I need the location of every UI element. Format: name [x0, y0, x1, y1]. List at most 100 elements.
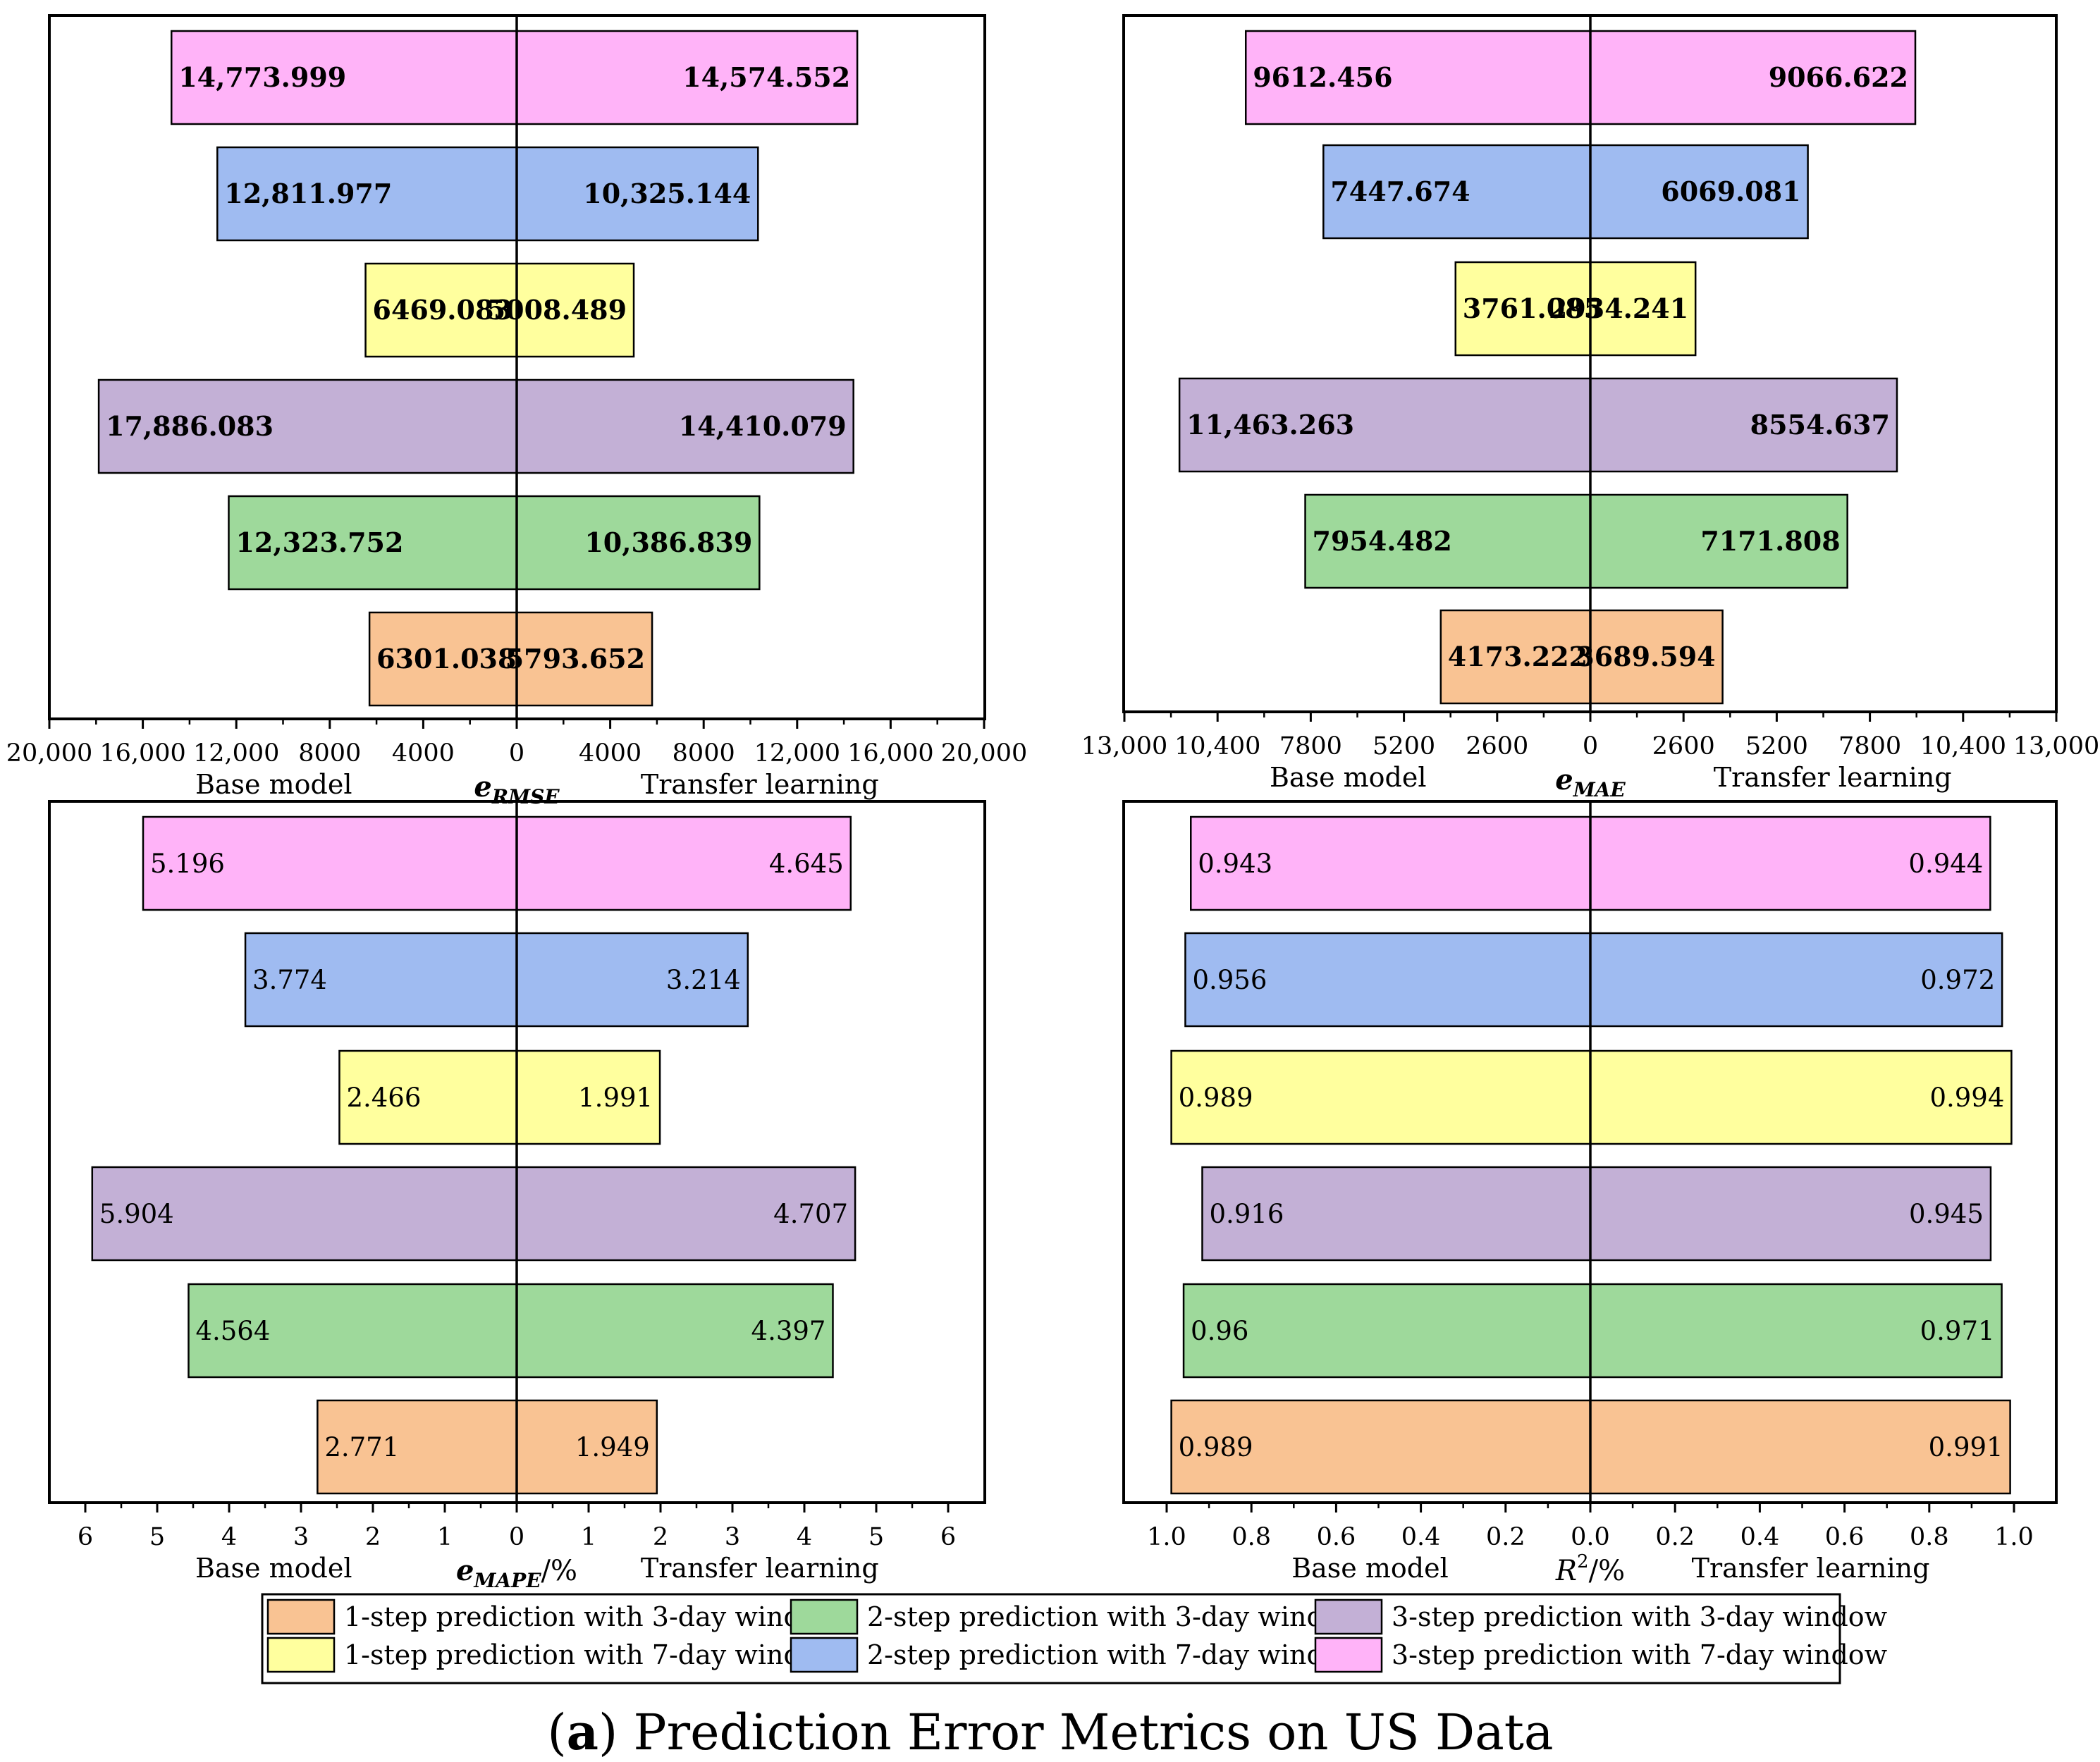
bar-transfer-1: [515, 815, 852, 911]
data-label-base-6: 4173.222: [1448, 641, 1588, 672]
bar-base-3: [364, 262, 518, 358]
data-label-base-5: 4.564: [195, 1316, 270, 1346]
chart-panel-1: 14,773.999 14,574.552 12,811.977 10,325.144…: [6, 14, 1027, 808]
bar-transfer-5: [515, 495, 761, 591]
data-label-base-6: 0.989: [1179, 1432, 1253, 1462]
x-tick-label: 8000: [673, 739, 735, 768]
data-label-base-4: 0.916: [1209, 1199, 1284, 1229]
data-label-base-6: 2.771: [324, 1432, 399, 1462]
x-tick-label: 2: [653, 1523, 668, 1551]
data-label-transfer-5: 0.971: [1920, 1316, 1995, 1346]
legend-label-4: 1-step prediction with 7-day window: [344, 1639, 840, 1670]
side-label-transfer: Transfer learning: [1714, 762, 1952, 793]
bar-base-3: [1170, 1049, 1592, 1145]
caption-text: Prediction Error Metrics on US Data: [618, 1704, 1553, 1761]
x-tick-label: 0.4: [1740, 1523, 1780, 1551]
bar-base-2: [1184, 932, 1592, 1028]
x-tick-label: 12,000: [193, 739, 279, 768]
data-label-transfer-3: 5008.489: [487, 294, 627, 326]
x-tick-label: 2600: [1466, 732, 1528, 760]
x-tick-label: 0.6: [1825, 1523, 1865, 1551]
bar-transfer-4: [1589, 377, 1898, 473]
legend-swatch-2: [790, 1598, 859, 1635]
x-tick-label: 1.0: [1994, 1523, 2034, 1551]
data-label-transfer-4: 4.707: [773, 1199, 848, 1229]
bar-base-3: [1454, 261, 1592, 357]
bar-base-3: [338, 1049, 518, 1145]
legend: 1-step prediction with 3-day window 2-ste…: [261, 1593, 1888, 1684]
data-label-base-3: 2.466: [346, 1083, 421, 1113]
x-tick-label: 7800: [1279, 732, 1342, 760]
x-axis-title: eRMSE: [474, 770, 560, 808]
side-label-transfer: Transfer learning: [641, 769, 879, 800]
data-label-base-3: 6469.083: [373, 294, 512, 326]
data-label-transfer-6: 1.949: [575, 1432, 650, 1462]
bar-base-1: [1190, 815, 1592, 911]
x-tick-label: 6: [78, 1523, 93, 1551]
x-tick-label: 0: [509, 1523, 524, 1551]
legend-swatch-5: [790, 1637, 859, 1673]
x-tick-label: 2600: [1652, 732, 1715, 760]
legend-label-2: 2-step prediction with 3-day window: [867, 1601, 1363, 1632]
data-label-transfer-1: 0.944: [1908, 849, 1983, 879]
data-label-transfer-4: 14,410.079: [679, 410, 847, 442]
data-label-transfer-5: 10,386.839: [584, 526, 752, 558]
data-label-base-4: 5.904: [99, 1199, 174, 1229]
bar-base-1: [1244, 30, 1592, 125]
data-label-transfer-5: 4.397: [751, 1316, 826, 1346]
x-tick-label: 0: [1583, 732, 1598, 760]
bar-base-2: [1322, 144, 1592, 240]
bar-base-5: [1182, 1283, 1592, 1379]
x-tick-label: 0.2: [1655, 1523, 1695, 1551]
x-tick-label: 1.0: [1147, 1523, 1186, 1551]
x-axis-title: eMAE: [1555, 763, 1626, 801]
chart-panel-3: 5.196 4.645 3.774 3.214 2.466 1.991 5.904 4.707…: [48, 800, 986, 1592]
x-axis-title: eMAPE/%: [456, 1554, 577, 1592]
legend-swatch-3: [1314, 1598, 1383, 1635]
x-tick-label: 0.0: [1571, 1523, 1610, 1551]
x-tick-label: 5: [868, 1523, 884, 1551]
x-tick-label: 0.8: [1232, 1523, 1271, 1551]
data-label-transfer-6: 0.991: [1929, 1432, 2003, 1462]
bar-base-5: [188, 1283, 518, 1379]
legend-label-1: 1-step prediction with 3-day window: [344, 1601, 840, 1632]
data-label-base-2: 3.774: [252, 965, 327, 995]
legend-swatch-1: [266, 1598, 336, 1635]
x-tick-label: 8000: [298, 739, 361, 768]
x-tick-label: 1: [581, 1523, 596, 1551]
bar-transfer-5: [1589, 493, 1848, 589]
legend-label-5: 2-step prediction with 7-day window: [867, 1639, 1363, 1670]
x-tick-label: 6: [940, 1523, 956, 1551]
x-tick-label: 3: [293, 1523, 309, 1551]
x-tick-label: 5200: [1745, 732, 1808, 760]
caption-panel-label: (a): [547, 1703, 618, 1761]
x-tick-label: 4: [797, 1523, 812, 1551]
data-label-transfer-3: 2934.241: [1549, 292, 1688, 324]
bar-base-5: [228, 495, 518, 591]
x-tick-label: 0.6: [1317, 1523, 1356, 1551]
data-label-base-3: 0.989: [1179, 1083, 1253, 1113]
legend-frame: [261, 1593, 1841, 1684]
bar-base-1: [170, 30, 518, 125]
data-label-base-6: 6301.038: [376, 643, 516, 674]
data-label-base-2: 12,811.977: [224, 178, 392, 209]
data-label-transfer-2: 10,325.144: [583, 178, 751, 209]
chart-panels: 14,773.999 14,574.552 12,811.977 10,325.144…: [6, 14, 2099, 1592]
data-label-base-2: 0.956: [1192, 965, 1267, 995]
bar-base-4: [91, 1166, 518, 1262]
x-tick-label: 4000: [579, 739, 641, 768]
data-label-transfer-6: 3689.594: [1576, 641, 1715, 672]
x-tick-label: 4000: [392, 739, 455, 768]
data-label-transfer-5: 7171.808: [1700, 525, 1840, 557]
bar-transfer-1: [1589, 815, 1991, 911]
bar-base-6: [1439, 609, 1592, 705]
x-tick-label: 5200: [1373, 732, 1435, 760]
data-label-base-5: 12,323.752: [235, 526, 403, 558]
bar-transfer-2: [1589, 932, 2003, 1028]
bar-base-4: [1178, 377, 1592, 473]
x-tick-label: 0.8: [1910, 1523, 1949, 1551]
data-label-base-1: 0.943: [1198, 849, 1272, 879]
x-tick-label: 1: [437, 1523, 453, 1551]
bar-transfer-1: [515, 30, 859, 125]
